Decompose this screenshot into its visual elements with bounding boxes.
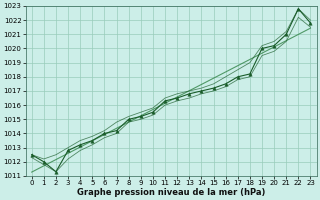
X-axis label: Graphe pression niveau de la mer (hPa): Graphe pression niveau de la mer (hPa) bbox=[77, 188, 265, 197]
